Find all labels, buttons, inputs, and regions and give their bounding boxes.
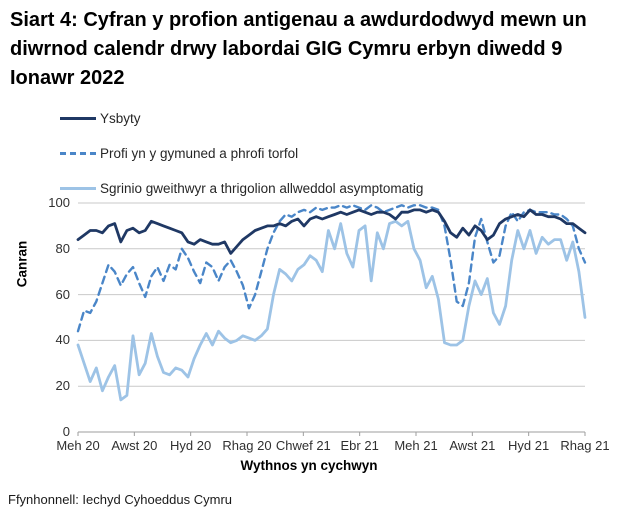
x-tick-label: Hyd 21 — [508, 438, 550, 453]
legend-line-swatch-solid — [60, 186, 96, 190]
y-tick-label: 100 — [48, 195, 70, 210]
series-line-1 — [76, 204, 587, 333]
legend-item-ysbyty: Ysbyty — [60, 106, 423, 130]
source-note: Ffynhonnell: Iechyd Cyhoeddus Cymru — [8, 492, 233, 507]
x-tick-label: Rhag 21 — [560, 438, 610, 453]
legend-line-swatch-dashed — [60, 151, 96, 155]
y-tick-label: 60 — [55, 286, 70, 302]
x-tick-label: Rhag 20 — [222, 438, 272, 453]
x-tick-label: Awst 20 — [111, 438, 158, 453]
x-axis-title: Wythnos yn cychwyn — [240, 458, 378, 473]
x-tick-label: Meh 20 — [56, 438, 100, 453]
legend-line-swatch-solid — [60, 116, 96, 120]
x-tick-label: Ebr 21 — [340, 438, 379, 453]
chart-title: Siart 4: Cyfran y profion antigenau a aw… — [10, 9, 587, 89]
legend-item-profi: Profi yn y gymuned a phrofi torfol — [60, 141, 423, 165]
legend-label: Ysbyty — [100, 110, 141, 126]
x-tick-label: Hyd 20 — [170, 438, 212, 453]
series-line-2 — [76, 219, 587, 402]
y-tick-label: 20 — [55, 378, 70, 394]
series-line-0 — [76, 208, 587, 255]
legend: Ysbyty Profi yn y gymuned a phrofi torfo… — [60, 106, 423, 211]
y-tick-label: 80 — [55, 240, 70, 256]
x-tick-label: Chwef 21 — [275, 438, 331, 453]
y-tick-label: 40 — [55, 332, 70, 348]
legend-item-sgrinio: Sgrinio gweithwyr a thrigolion allweddol… — [60, 176, 423, 200]
legend-label: Sgrinio gweithwyr a thrigolion allweddol… — [100, 180, 424, 196]
y-tick-label: 0 — [62, 424, 70, 439]
x-tick-label: Meh 21 — [394, 438, 438, 453]
legend-label: Profi yn y gymuned a phrofi torfol — [100, 145, 299, 161]
x-tick-label: Awst 21 — [449, 438, 496, 453]
